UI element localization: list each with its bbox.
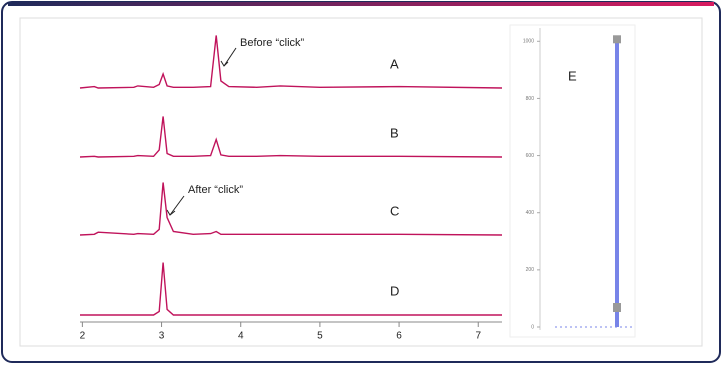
- trace-label: D: [390, 283, 399, 298]
- marker: [613, 35, 621, 43]
- y-tick-label: 800: [526, 96, 535, 102]
- y-tick-label: 600: [526, 153, 535, 159]
- bar: [615, 41, 619, 327]
- chart-title: E: [568, 68, 577, 83]
- annotation: After “click”: [188, 184, 243, 196]
- x-tick-label: 5: [317, 331, 323, 342]
- x-tick-label: 4: [238, 331, 244, 342]
- panel: [20, 18, 702, 346]
- x-tick-label: 2: [80, 331, 86, 342]
- x-tick-label: 7: [475, 331, 481, 342]
- trace-label: A: [390, 56, 399, 71]
- annotation: Before “click”: [240, 37, 305, 49]
- trace-label: B: [390, 125, 399, 140]
- x-tick-label: 3: [159, 331, 165, 342]
- top-bar: [8, 2, 714, 6]
- y-tick-label: 0: [531, 324, 534, 330]
- marker: [613, 303, 621, 312]
- figure: Before “click” After “click” 2 3 4 5 6 7 A B C D E…: [0, 0, 722, 364]
- y-tick-label: 400: [526, 210, 535, 216]
- trace-label: C: [390, 203, 399, 218]
- y-tick-label: 200: [526, 267, 535, 273]
- x-tick-label: 6: [396, 331, 402, 342]
- y-tick-label: 1000: [523, 39, 534, 45]
